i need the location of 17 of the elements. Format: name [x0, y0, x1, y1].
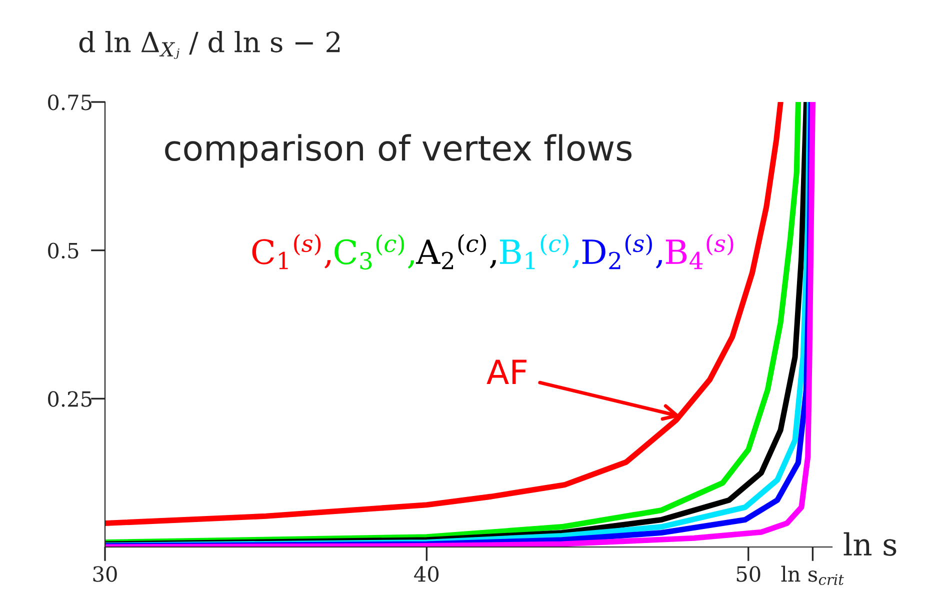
text: comparison of vertex flows — [165, 134, 632, 168]
text: D$_{2}$$^{(s)}$, — [582, 234, 662, 270]
x-tick-label: 40 — [414, 566, 439, 582]
y-tick-label: 0.75 — [48, 94, 92, 110]
x-tick-label: ln s$_{crit}$ — [781, 566, 844, 586]
text: A$_{2}$$^{(c)}$, — [416, 234, 496, 270]
text: C$_{3}$$^{(c)}$, — [334, 234, 414, 270]
annotation: AF — [486, 360, 526, 384]
x-axis-title: ln s — [844, 532, 896, 556]
y-tick-label: 0.5 — [48, 242, 78, 259]
text: B$_{4}$$^{(s)}$ — [666, 234, 734, 270]
x-tick-label: 30 — [93, 566, 117, 582]
x-tick-label: 50 — [736, 566, 760, 582]
text: B$_{1}$$^{(c)}$, — [500, 234, 579, 270]
y-axis-title: d ln Δ$_{Xⱼ}$ / d ln s − 2 — [79, 30, 340, 59]
y-tick-label: 0.25 — [48, 391, 92, 407]
text: C$_{1}$$^{(s)}$, — [252, 234, 331, 270]
